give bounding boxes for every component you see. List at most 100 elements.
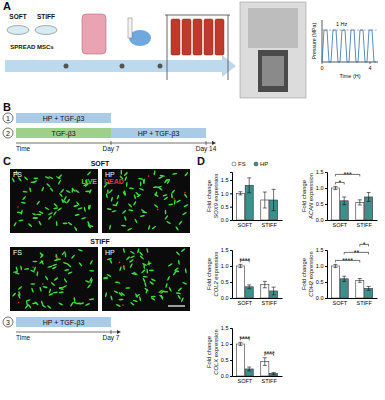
- live-cell: [113, 290, 118, 294]
- live-cell: [85, 303, 90, 307]
- culture-dish: [35, 26, 57, 35]
- micrograph: [10, 247, 98, 311]
- live-cell: [60, 188, 65, 193]
- live-cell: [129, 259, 134, 263]
- live-cell: [86, 171, 91, 176]
- y-tick-label: 0.5: [316, 279, 324, 285]
- protocol-number: 2: [6, 130, 10, 137]
- figure: ABCDSOFTSTIFFSPREAD MSCs04Time (H)Pressu…: [0, 0, 385, 400]
- stain-label: LIVE: [81, 178, 97, 185]
- y-tick-label: 1.0: [221, 263, 229, 269]
- y-tick: 0.5: [221, 279, 232, 285]
- y-tick: 0.0: [221, 217, 232, 223]
- error-bar: [272, 189, 276, 210]
- live-cell: [168, 263, 173, 267]
- live-cell: [52, 266, 57, 270]
- y-axis-title: Fold change: [206, 336, 212, 368]
- micrograph: [102, 169, 190, 233]
- live-cell: [41, 187, 45, 192]
- step-dot: [64, 64, 69, 69]
- live-cell: [58, 179, 62, 184]
- live-cell: [126, 256, 131, 261]
- y-tick: 1.0: [221, 341, 232, 347]
- live-cell: [76, 201, 81, 206]
- live-cell: [66, 190, 71, 194]
- time-label: Time: [16, 334, 31, 341]
- chart: 0.00.51.01.5SOFTSTIFFFold changeACAN exp…: [301, 169, 378, 228]
- chart: 0.00.51.01.5SOFTSTIFFFold changeCOL2 exp…: [206, 247, 283, 306]
- live-cell: [24, 268, 29, 270]
- live-cell: [150, 295, 155, 297]
- dead-cell: [32, 266, 34, 268]
- live-cell: [23, 191, 28, 193]
- live-cell: [47, 265, 52, 268]
- error-bar: [358, 278, 362, 282]
- live-cell: [125, 287, 130, 289]
- live-cell: [39, 286, 42, 291]
- x-tick-label: STIFF: [262, 300, 278, 306]
- x-tick: STIFF: [357, 220, 373, 228]
- y-tick: 0.0: [221, 295, 232, 301]
- cell-texture: [12, 249, 95, 310]
- y-axis-title: Fold change: [301, 258, 307, 290]
- pressure-wave: [322, 30, 376, 62]
- live-cell: [32, 302, 37, 305]
- live-cell: [164, 215, 168, 220]
- significance-label: **: [354, 249, 360, 256]
- live-cell: [126, 182, 128, 187]
- time-axis: [16, 332, 117, 333]
- hydrogel: [82, 14, 106, 54]
- live-cell: [146, 262, 151, 265]
- live-cell: [48, 288, 51, 293]
- live-cell: [42, 286, 47, 289]
- live-cell: [88, 205, 90, 210]
- y-axis-line: [230, 329, 233, 377]
- live-cell: [32, 213, 37, 216]
- live-cell: [177, 287, 182, 292]
- live-cell: [122, 191, 126, 196]
- x-tick-label: STIFF: [357, 300, 373, 306]
- y-tick-label: 0.5: [221, 279, 229, 285]
- live-cell: [14, 272, 19, 275]
- dead-cell: [184, 192, 186, 194]
- significance-label: *: [338, 179, 341, 186]
- live-cell: [116, 304, 121, 308]
- live-cell: [53, 211, 57, 216]
- live-cell: [53, 291, 58, 293]
- live-cell: [174, 270, 179, 273]
- y-axis-title: Fold change: [301, 180, 307, 212]
- sample-bag: [193, 19, 202, 55]
- legend-symbol: [254, 162, 258, 166]
- cells-label: SPREAD MSCs: [10, 44, 54, 50]
- micrograph: [10, 169, 98, 233]
- day-label: Day 14: [196, 145, 217, 153]
- live-cell: [148, 225, 151, 230]
- y-tick-mark: [230, 180, 232, 181]
- protocol-marker: [3, 113, 13, 123]
- live-cell: [184, 193, 188, 198]
- step-dot: [120, 64, 125, 69]
- live-cell: [135, 293, 140, 297]
- y-tick-mark: [325, 298, 327, 299]
- live-cell: [162, 194, 167, 197]
- y-axis: 0.00.51.01.5: [221, 325, 233, 379]
- live-cell: [40, 254, 44, 259]
- y-axis-title: Fold change: [206, 258, 212, 290]
- x-tick: STIFF: [262, 298, 278, 306]
- x-tick-label: STIFF: [262, 222, 278, 228]
- error-bar: [263, 358, 267, 366]
- plot-area: [236, 178, 277, 220]
- y-tick-mark: [230, 328, 232, 329]
- error-bar: [333, 186, 337, 189]
- x-tick-label: SOFT: [332, 300, 347, 306]
- process-arrow: [5, 55, 236, 77]
- y-tick: 1.5: [221, 247, 232, 253]
- live-cell: [73, 297, 75, 302]
- live-cell: [90, 279, 93, 284]
- y-tick: 0.5: [221, 204, 232, 210]
- condition-label: STIFF: [90, 238, 110, 245]
- live-cell: [58, 174, 63, 179]
- sample-bag: [204, 19, 213, 55]
- y-axis-title: COL2 expression: [213, 252, 219, 297]
- y-tick-mark: [230, 193, 232, 194]
